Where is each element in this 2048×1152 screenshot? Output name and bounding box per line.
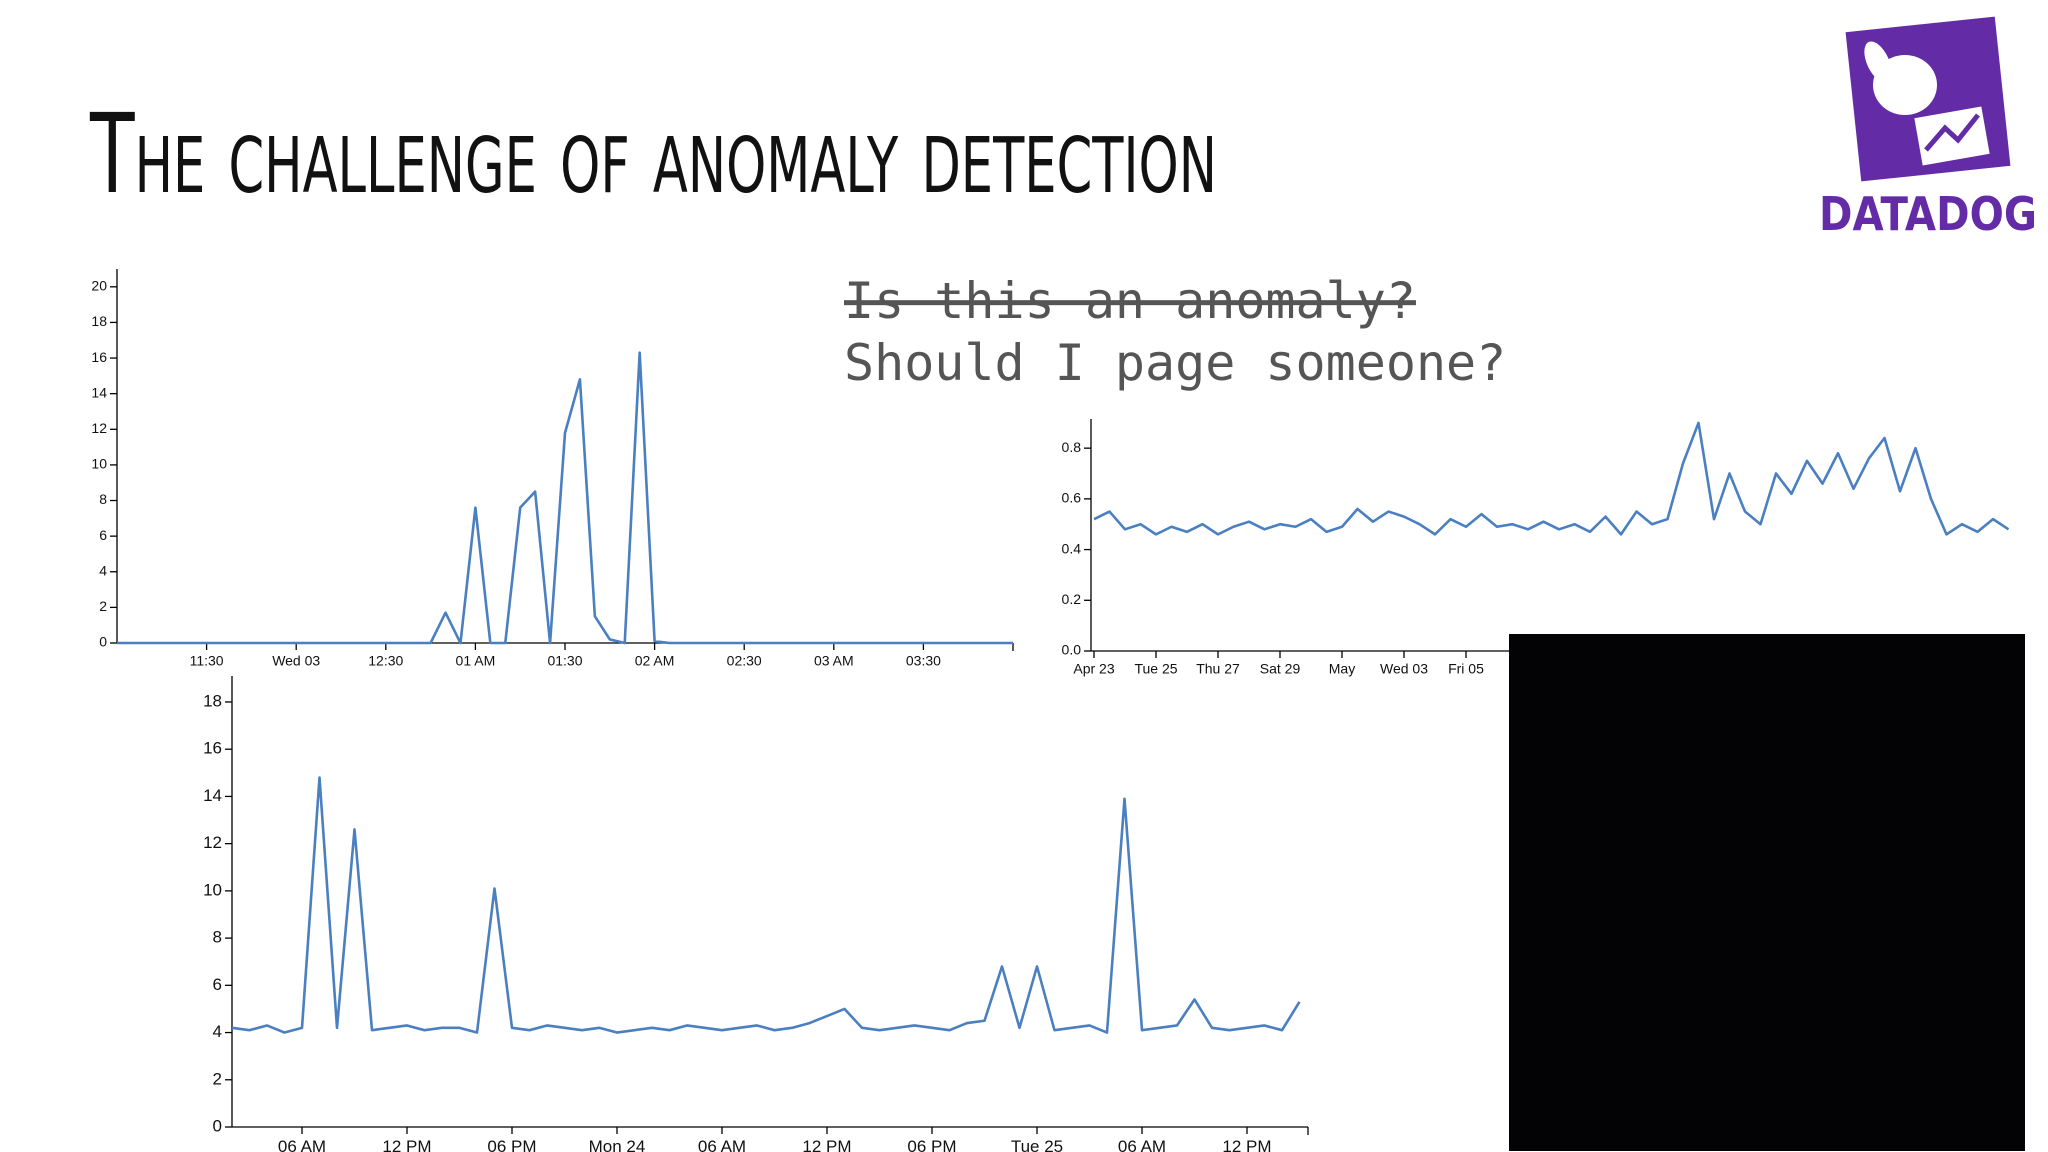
y-tick-label: 6 (99, 527, 107, 543)
struck-question: Is this an anomaly? (844, 272, 1416, 330)
y-tick-label: 4 (213, 1022, 222, 1041)
slide-title: The challenge of anomaly detection (89, 90, 1217, 218)
y-tick-label: 4 (99, 562, 107, 578)
logo-chart-line (1924, 113, 1980, 152)
x-tick-label: 02 AM (635, 653, 675, 669)
data-line (231, 776, 1301, 1034)
chart: 0 2 4 6 8 10 12 14 16 18 06 AM 12 PM 06 PM Mon 24 06 A… (203, 676, 1309, 1152)
x-tick-label: Wed 03 (272, 653, 320, 669)
x-tick-label: May (1329, 661, 1355, 677)
logo-text: DATADOG (1819, 187, 2037, 241)
x-tick-label: 06 AM (698, 1137, 746, 1152)
y-tick-label: 8 (99, 491, 107, 507)
y-tick-label: 0 (213, 1116, 222, 1135)
x-tick-label: Wed 03 (1380, 661, 1428, 677)
x-tick-label: 12 PM (1222, 1137, 1271, 1152)
data-line (117, 351, 1013, 645)
x-tick-label: 06 PM (907, 1137, 956, 1152)
x-tick-label: 06 AM (278, 1137, 326, 1152)
x-tick-label: Tue 25 (1011, 1137, 1063, 1152)
x-tick-label: 12 PM (382, 1137, 431, 1152)
x-tick-label: Thu 27 (1196, 661, 1240, 677)
logo: DATADOG (1819, 16, 2037, 241)
y-tick-label: 20 (91, 278, 107, 294)
y-tick-label: 6 (213, 975, 222, 994)
y-tick-label: 10 (203, 880, 222, 899)
y-tick-label: 2 (213, 1069, 222, 1088)
y-tick-label: 0.8 (1062, 439, 1082, 455)
x-tick-label: Mon 24 (589, 1137, 646, 1152)
y-tick-label: 16 (91, 349, 107, 365)
y-tick-label: 12 (203, 833, 222, 852)
y-tick-label: 8 (213, 928, 222, 947)
x-tick-label: 12:30 (368, 653, 403, 669)
x-tick-label: 01 AM (456, 653, 496, 669)
x-tick-label: Sat 29 (1260, 661, 1301, 677)
y-tick-label: 10 (91, 456, 107, 472)
video-overlay (1509, 634, 2025, 1151)
x-tick-label: 03:30 (906, 653, 941, 669)
y-tick-label: 18 (91, 313, 107, 329)
y-tick-label: 14 (203, 786, 222, 805)
y-tick-label: 0.0 (1062, 642, 1082, 658)
x-tick-label: 02:30 (727, 653, 762, 669)
x-tick-label: Tue 25 (1134, 661, 1177, 677)
x-tick-label: 01:30 (547, 653, 582, 669)
x-tick-label: Fri 05 (1448, 661, 1484, 677)
logo-dog-ear (1864, 41, 1892, 83)
y-tick-label: 0.6 (1062, 490, 1082, 506)
y-tick-label: 0.4 (1062, 540, 1082, 556)
x-tick-label: 06 AM (1118, 1137, 1166, 1152)
x-tick-label: 03 AM (814, 653, 854, 669)
y-tick-label: 0 (99, 634, 107, 650)
y-tick-label: 2 (99, 598, 107, 614)
x-tick-label: 06 PM (487, 1137, 536, 1152)
data-line (1093, 421, 2010, 536)
y-tick-label: 0.2 (1062, 591, 1082, 607)
question: Should I page someone? (844, 334, 1506, 392)
x-tick-label: Apr 23 (1073, 661, 1114, 677)
y-tick-label: 18 (203, 691, 222, 710)
y-tick-label: 12 (91, 420, 107, 436)
y-tick-label: 16 (203, 739, 222, 758)
chart: 0 2 4 6 8 10 12 14 16 18 20 11:30 Wed 03 12:30 01 AM 01… (91, 269, 1014, 669)
x-tick-label: 11:30 (190, 653, 224, 669)
y-tick-label: 14 (91, 384, 107, 400)
x-tick-label: 12 PM (802, 1137, 851, 1152)
